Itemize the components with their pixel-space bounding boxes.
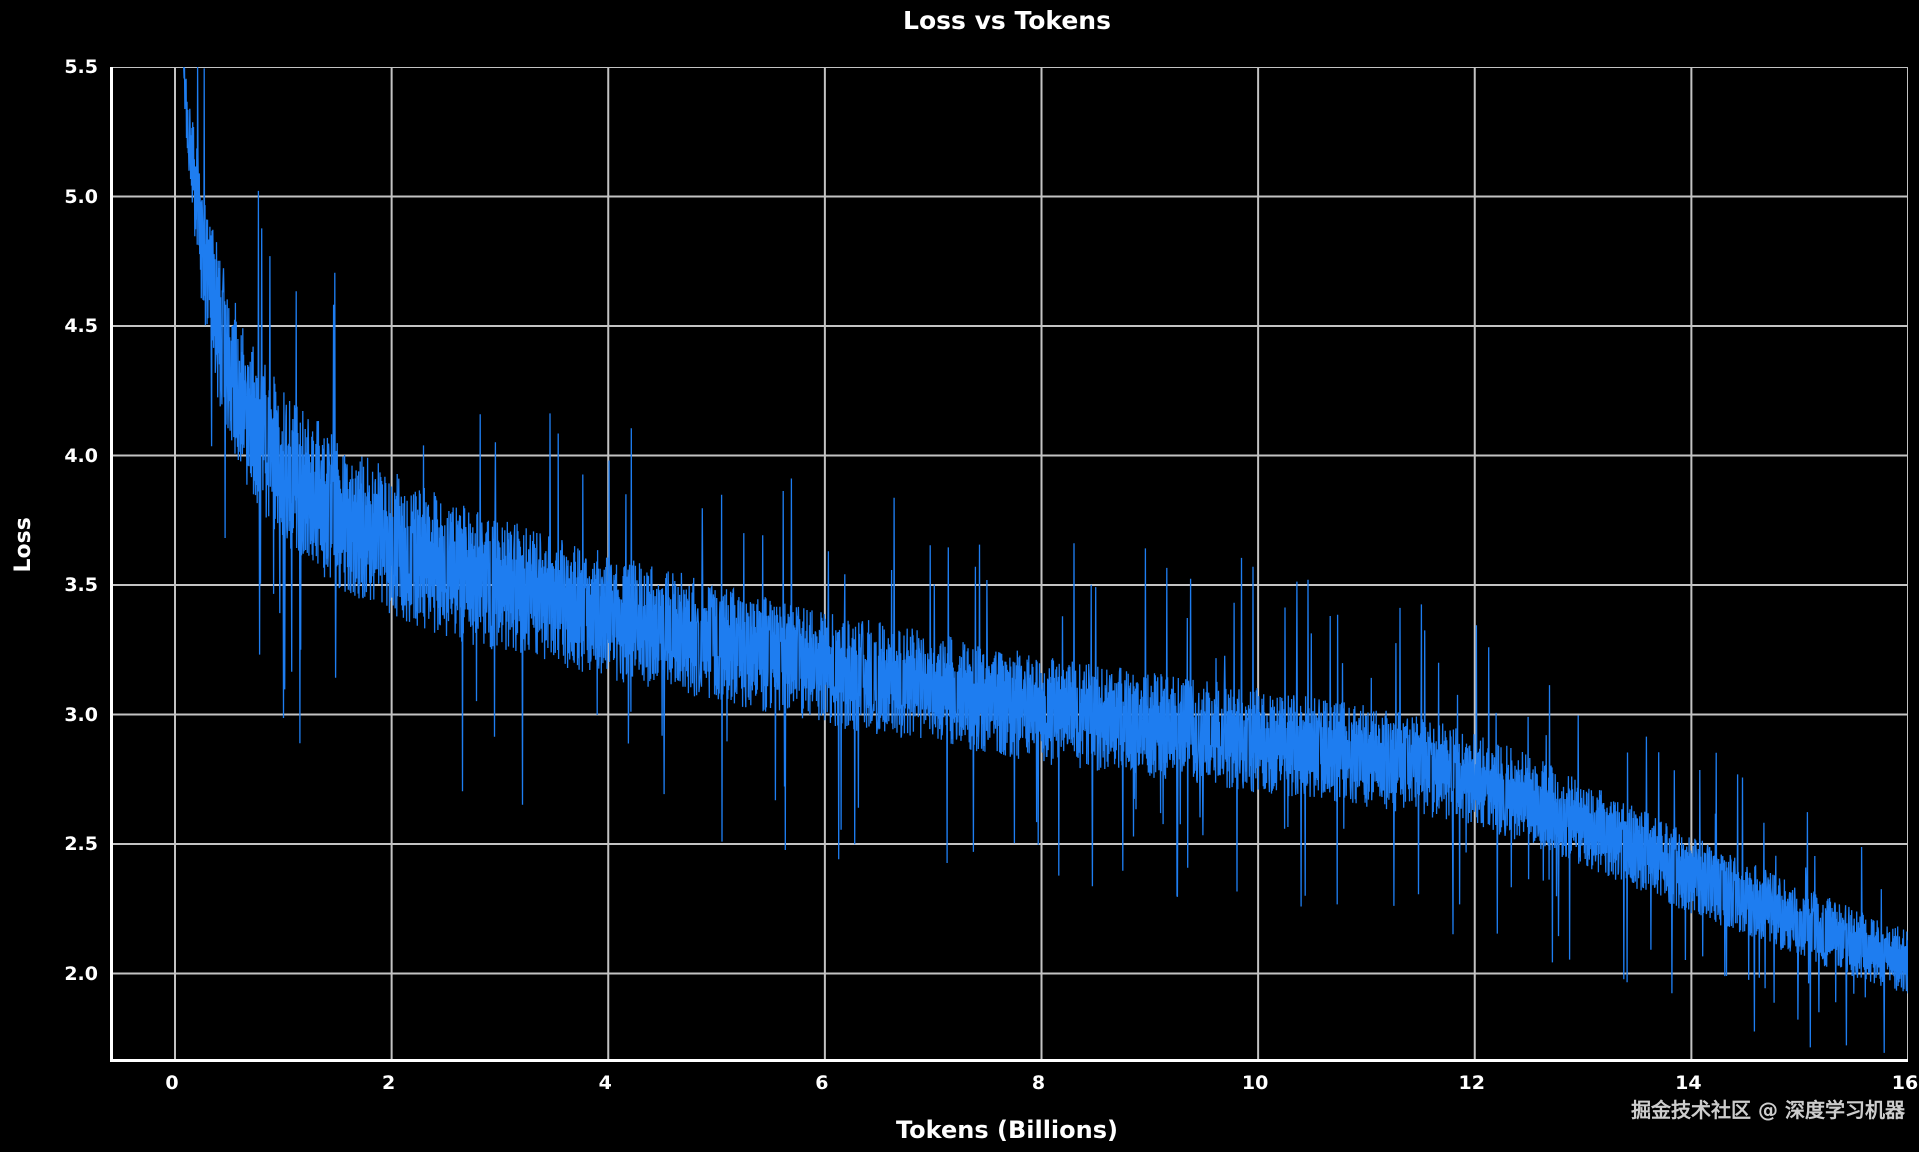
loss-curve-plot — [113, 67, 1908, 1059]
y-tick-label: 2.5 — [64, 833, 98, 856]
x-tick-label: 4 — [598, 1072, 612, 1094]
y-tick-label: 3.0 — [64, 703, 98, 726]
chart-title: Loss vs Tokens — [903, 6, 1111, 35]
x-tick-label: 14 — [1675, 1072, 1702, 1094]
x-tick-label: 0 — [165, 1072, 179, 1094]
x-tick-label: 6 — [815, 1072, 829, 1094]
y-tick-label: 5.0 — [64, 185, 98, 208]
y-axis-label: Loss — [11, 517, 37, 573]
x-tick-label: 2 — [382, 1072, 396, 1094]
x-tick-label: 10 — [1241, 1072, 1269, 1094]
loss-curve-line — [183, 67, 1908, 1053]
watermark-text: 掘金技术社区 @ 深度学习机器 — [1631, 1098, 1905, 1122]
y-tick-label: 5.5 — [64, 56, 98, 78]
x-tick-label: 8 — [1031, 1072, 1046, 1094]
x-axis-label: Tokens (Billions) — [896, 1116, 1118, 1144]
x-tick-label: 16 — [1891, 1072, 1919, 1094]
y-tick-label: 3.5 — [64, 574, 98, 597]
y-tick-label: 4.5 — [64, 315, 98, 337]
y-tick-label: 2.0 — [64, 962, 98, 985]
x-tick-label: 12 — [1458, 1072, 1485, 1094]
plot-area — [110, 67, 1908, 1062]
y-tick-label: 4.0 — [64, 444, 98, 467]
